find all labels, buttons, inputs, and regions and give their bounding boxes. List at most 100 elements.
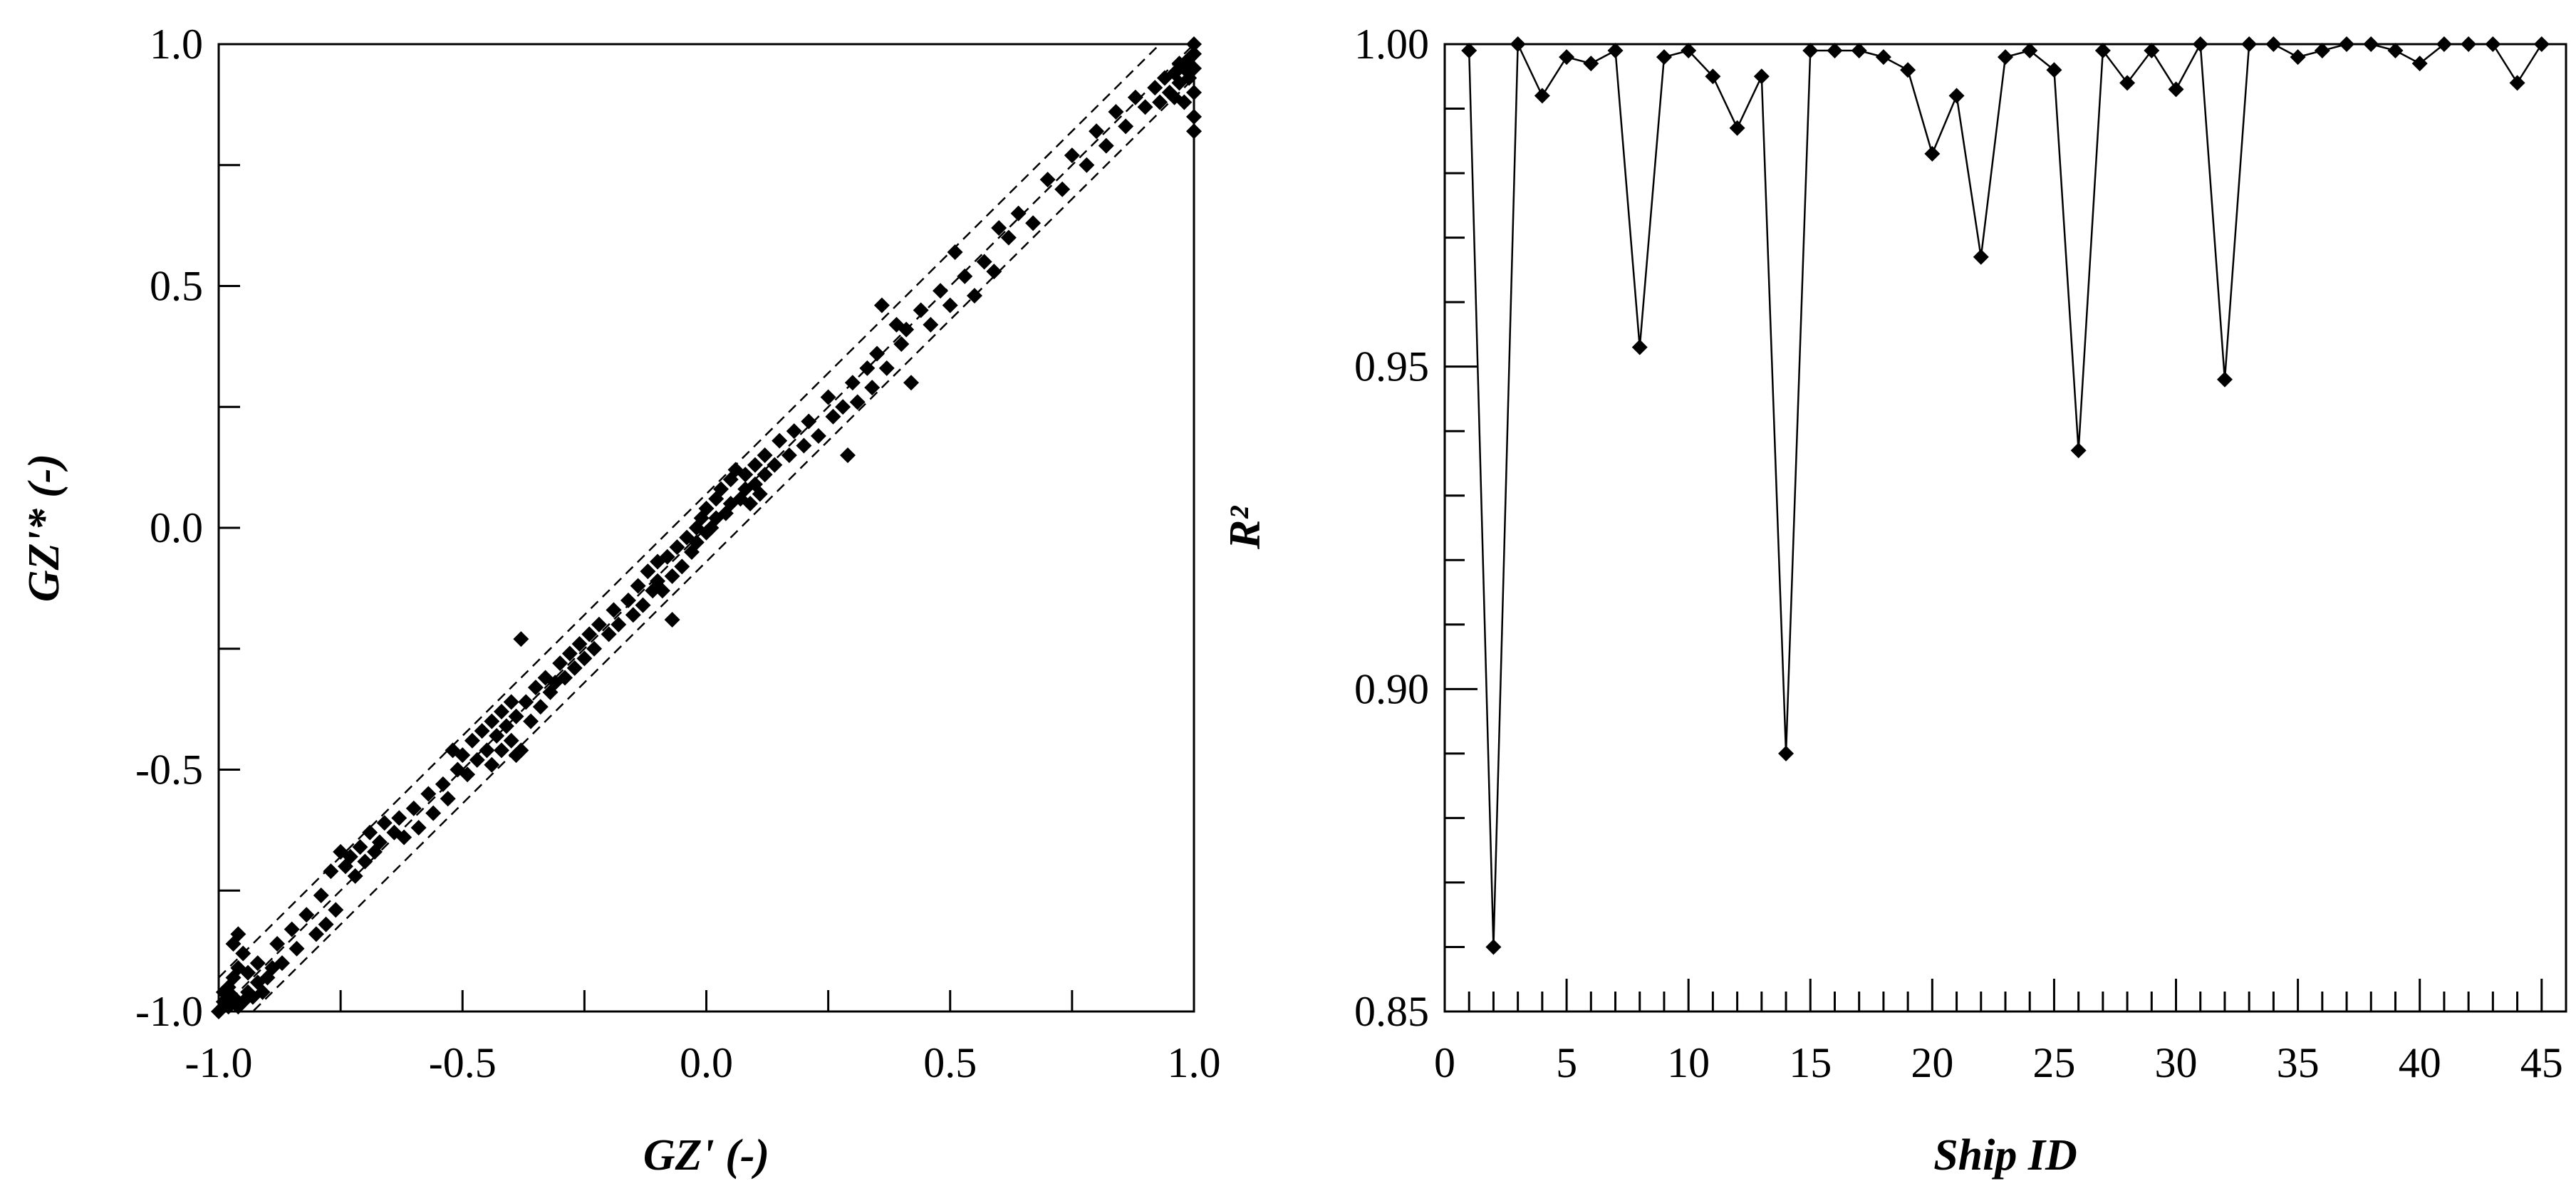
scatter-point xyxy=(620,592,636,608)
scatter-point xyxy=(903,375,919,391)
scatter-point xyxy=(737,467,754,483)
r-squared-point xyxy=(1729,120,1745,136)
scatter-point xyxy=(747,457,763,473)
scatter-point xyxy=(757,467,773,483)
r-squared-point xyxy=(1948,88,1965,104)
scatter-point xyxy=(898,321,915,338)
x-tick-label: 0.0 xyxy=(680,1039,733,1086)
scatter-point xyxy=(878,360,895,376)
r-squared-point xyxy=(1827,43,1843,59)
y-tick-label: 0.95 xyxy=(1354,343,1429,390)
scatter-point xyxy=(532,699,549,715)
x-axis-ticks: 0 5 10 15 20 25 30 35 40 45 xyxy=(1434,979,2567,1086)
x-tick-label: 20 xyxy=(1911,1039,1953,1086)
scatter-point xyxy=(601,626,617,643)
y-axis-title: R² xyxy=(1221,506,1269,550)
scatter-point xyxy=(508,747,524,764)
scatter-point xyxy=(976,254,992,270)
x-tick-label: 15 xyxy=(1789,1039,1832,1086)
scatter-point xyxy=(781,447,797,464)
r-squared-point xyxy=(2094,43,2111,59)
scatter-point xyxy=(352,839,368,855)
scatter-point xyxy=(561,645,578,662)
scatter-point xyxy=(654,583,670,599)
scatter-point xyxy=(991,220,1007,236)
scatter-point xyxy=(240,964,256,981)
r-squared-point xyxy=(2290,49,2306,66)
r-squared-point xyxy=(1583,56,1599,72)
scatter-point xyxy=(869,345,886,362)
scatter-point xyxy=(796,437,812,454)
scatter-point xyxy=(410,819,427,836)
scatter-point xyxy=(810,427,826,444)
x-axis-title: Ship ID xyxy=(1933,1131,2077,1180)
scatter-point xyxy=(494,742,510,759)
r-squared-point xyxy=(1753,68,1770,85)
scatter-point xyxy=(767,457,783,473)
scatter-point xyxy=(494,704,510,720)
scatter-point xyxy=(966,288,982,304)
scatter-point xyxy=(1054,181,1071,197)
scatter-point xyxy=(772,432,788,449)
scatter-point xyxy=(840,447,856,464)
r-squared-series-line xyxy=(1468,41,2543,947)
scatter-point xyxy=(523,713,539,729)
x-tick-label: -1.0 xyxy=(185,1039,253,1086)
scatter-point xyxy=(362,824,378,841)
scatter-point xyxy=(611,616,627,633)
scatter-point xyxy=(435,776,451,792)
scatter-point xyxy=(669,539,685,556)
r-squared-point xyxy=(1851,43,1867,59)
x-tick-label: 1.0 xyxy=(1168,1039,1221,1086)
scatter-point xyxy=(498,718,514,734)
r-squared-point xyxy=(1998,49,2013,66)
y-tick-label: 0.90 xyxy=(1354,665,1429,712)
scatter-point xyxy=(571,635,588,652)
r-squared-point xyxy=(1461,43,1477,59)
scatter-point xyxy=(893,335,910,352)
x-axis-ticks: -1.0 -0.5 0.0 0.5 1.0 xyxy=(185,990,1221,1086)
r-squared-point xyxy=(1681,43,1697,59)
r-squared-point xyxy=(2509,75,2525,91)
scatter-point xyxy=(479,742,495,759)
scatter-point xyxy=(489,727,505,744)
scatter-point xyxy=(913,302,929,318)
x-tick-label: 0 xyxy=(1434,1039,1455,1086)
scatter-point xyxy=(323,863,339,880)
r-squared-point xyxy=(1656,49,1672,66)
r-squared-point xyxy=(1559,49,1575,66)
scatter-point xyxy=(1025,215,1042,232)
scatter-point xyxy=(420,786,437,802)
r-squared-point xyxy=(1607,43,1624,59)
scatter-point xyxy=(873,297,890,313)
r-squared-point xyxy=(2387,43,2404,59)
r-squared-point xyxy=(1631,339,1648,355)
scatter-point xyxy=(986,264,1002,280)
x-axis-title: GZ' (-) xyxy=(643,1131,769,1180)
r-squared-plot-frame xyxy=(1443,43,2567,1013)
scatter-point xyxy=(484,756,500,773)
x-tick-label: 25 xyxy=(2032,1039,2075,1086)
scatter-point xyxy=(391,810,407,826)
scatter-point xyxy=(1171,56,1188,72)
scatter-point xyxy=(284,921,300,937)
scatter-point xyxy=(635,597,651,613)
scatter-point xyxy=(342,848,358,865)
r-squared-point xyxy=(2046,62,2062,78)
scatter-point xyxy=(786,423,802,439)
scatter-point xyxy=(1064,147,1080,164)
scatter-point xyxy=(455,747,471,764)
scatter-point xyxy=(1137,99,1153,115)
scatter-point xyxy=(313,888,329,904)
r-squared-point xyxy=(1900,62,1916,78)
r-squared-point xyxy=(1778,745,1795,761)
r-squared-point xyxy=(1802,43,1819,59)
scatter-point xyxy=(1176,94,1193,110)
y-tick-label: -0.5 xyxy=(135,747,203,794)
scatter-point xyxy=(405,800,422,816)
r-squared-point xyxy=(2216,371,2233,387)
scatter-point xyxy=(469,751,485,768)
x-tick-label: 45 xyxy=(2520,1039,2563,1086)
y-tick-label: 0.85 xyxy=(1354,988,1429,1035)
r-squared-point xyxy=(2119,75,2136,91)
